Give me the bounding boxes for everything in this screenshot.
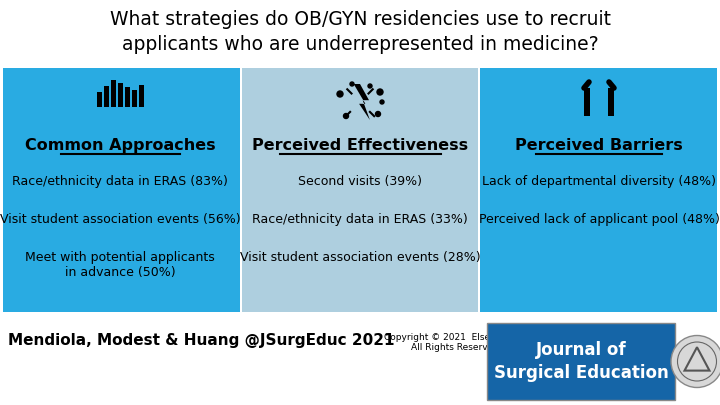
Text: What strategies do OB/GYN residencies use to recruit
applicants who are underrep: What strategies do OB/GYN residencies us… [109, 10, 611, 54]
Polygon shape [354, 84, 370, 120]
Circle shape [368, 84, 372, 88]
Circle shape [671, 335, 720, 388]
Text: Copyright © 2021  Elsevier, Inc
All Rights Reserved: Copyright © 2021 Elsevier, Inc All Right… [384, 333, 526, 352]
Text: Lack of departmental diversity (48%): Lack of departmental diversity (48%) [482, 175, 716, 188]
Bar [608, 88, 614, 116]
Bar [125, 87, 130, 107]
Text: Perceived lack of applicant pool (48%): Perceived lack of applicant pool (48%) [479, 213, 719, 226]
Text: Race/ethnicity data in ERAS (33%): Race/ethnicity data in ERAS (33%) [252, 213, 468, 226]
Circle shape [337, 91, 343, 97]
Circle shape [376, 111, 380, 117]
Circle shape [343, 113, 348, 119]
Bar [584, 88, 590, 116]
Text: Visit student association events (28%): Visit student association events (28%) [240, 251, 480, 264]
Bar [242, 68, 478, 312]
Bar [3, 68, 240, 312]
Text: Common Approaches: Common Approaches [24, 138, 215, 153]
Text: Second visits (39%): Second visits (39%) [298, 175, 422, 188]
Bar [480, 68, 717, 312]
Bar [132, 90, 137, 107]
Text: Visit student association events (56%): Visit student association events (56%) [0, 213, 240, 226]
Bar [117, 83, 122, 107]
Text: Race/ethnicity data in ERAS (83%): Race/ethnicity data in ERAS (83%) [12, 175, 228, 188]
Text: Mendiola, Modest & Huang @JSurgEduc 2021: Mendiola, Modest & Huang @JSurgEduc 2021 [8, 333, 395, 348]
Text: Perceived Effectiveness: Perceived Effectiveness [252, 138, 468, 153]
Bar [96, 92, 102, 107]
Circle shape [380, 100, 384, 104]
Bar [110, 81, 115, 107]
Text: Journal of
Surgical Education: Journal of Surgical Education [494, 341, 668, 382]
Text: Meet with potential applicants
in advance (50%): Meet with potential applicants in advanc… [25, 251, 215, 279]
Bar [104, 86, 109, 107]
Circle shape [350, 82, 354, 86]
Text: Perceived Barriers: Perceived Barriers [515, 138, 683, 153]
Bar [138, 85, 143, 107]
Circle shape [377, 89, 383, 95]
Bar [487, 323, 675, 400]
